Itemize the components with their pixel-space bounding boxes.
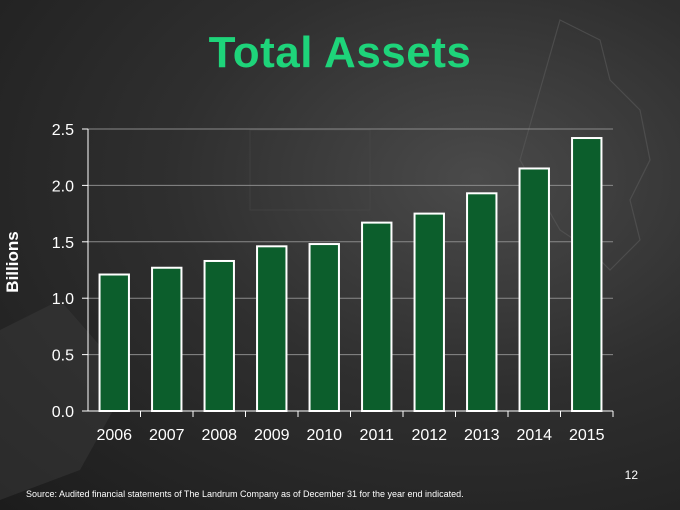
y-tick-label: 1.5 — [52, 235, 74, 252]
slide-title: Total Assets — [208, 28, 472, 77]
x-tick-label: 2009 — [254, 427, 290, 444]
bar — [361, 221, 393, 412]
x-tick-label: 2006 — [96, 427, 132, 444]
y-tick-label: 1.0 — [52, 291, 74, 308]
page-number: 12 — [624, 468, 638, 482]
x-tick-label: 2010 — [306, 427, 342, 444]
x-tick-label: 2012 — [411, 427, 447, 444]
bar — [308, 243, 340, 412]
label-layer: 0.0 0.5 1.0 1.5 2.0 2.5 2006 2007 2008 2009 2010 20… — [52, 122, 605, 444]
y-tick-label: 0.0 — [52, 404, 74, 421]
x-tick-label: 2007 — [149, 427, 185, 444]
bar — [151, 266, 183, 412]
x-tick-label: 2015 — [569, 427, 605, 444]
y-tick-label: 2.0 — [52, 178, 74, 195]
y-axis-label: Billions — [3, 231, 22, 293]
x-tick-label: 2013 — [464, 427, 500, 444]
bar — [518, 167, 550, 412]
axis-layer — [82, 128, 614, 417]
bar — [98, 273, 130, 412]
y-tick-label: 0.5 — [52, 348, 74, 365]
bar — [203, 259, 235, 413]
x-tick-label: 2011 — [360, 427, 395, 444]
bar — [466, 192, 498, 412]
y-tick-label: 2.5 — [52, 122, 74, 139]
bar — [413, 212, 445, 412]
bar — [571, 137, 603, 413]
source-note: Source: Audited financial statements of … — [26, 489, 464, 499]
bar-layer — [98, 137, 603, 413]
x-tick-label: 2008 — [201, 427, 237, 444]
bar — [256, 245, 288, 412]
x-tick-label: 2014 — [516, 427, 552, 444]
